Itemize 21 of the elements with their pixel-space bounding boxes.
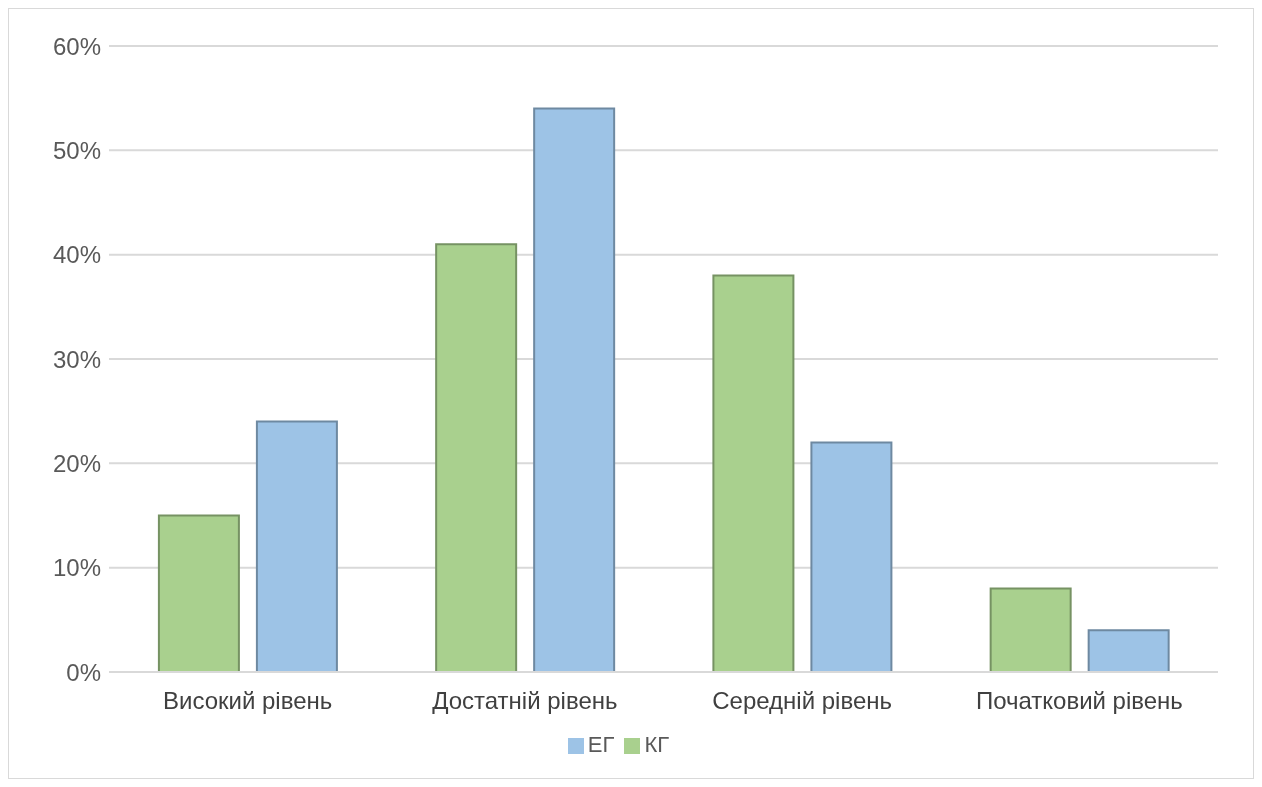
y-tick-label: 10% (52, 554, 101, 582)
x-tick-label: Високий рівень (162, 687, 333, 715)
y-tick-label: 40% (52, 241, 101, 269)
bar (255, 420, 338, 672)
bar (989, 587, 1072, 672)
y-tick-label: 50% (52, 136, 101, 164)
bar (1087, 629, 1170, 672)
y-tick-label: 30% (52, 345, 101, 373)
legend-label: КГ (644, 732, 670, 757)
bar (712, 274, 795, 672)
bar (435, 243, 518, 672)
y-tick-label: 60% (52, 32, 101, 60)
bar (533, 107, 616, 672)
x-tick-label: Початковий рівень (975, 687, 1183, 715)
y-tick-label: 20% (52, 449, 101, 477)
legend-label: ЕГ (587, 732, 615, 757)
y-tick-label: 0% (66, 658, 101, 686)
x-tick-label: Середній рівень (712, 687, 893, 715)
bar (157, 514, 240, 672)
bar (810, 441, 893, 672)
x-tick-label: Достатній рівень (432, 687, 618, 715)
